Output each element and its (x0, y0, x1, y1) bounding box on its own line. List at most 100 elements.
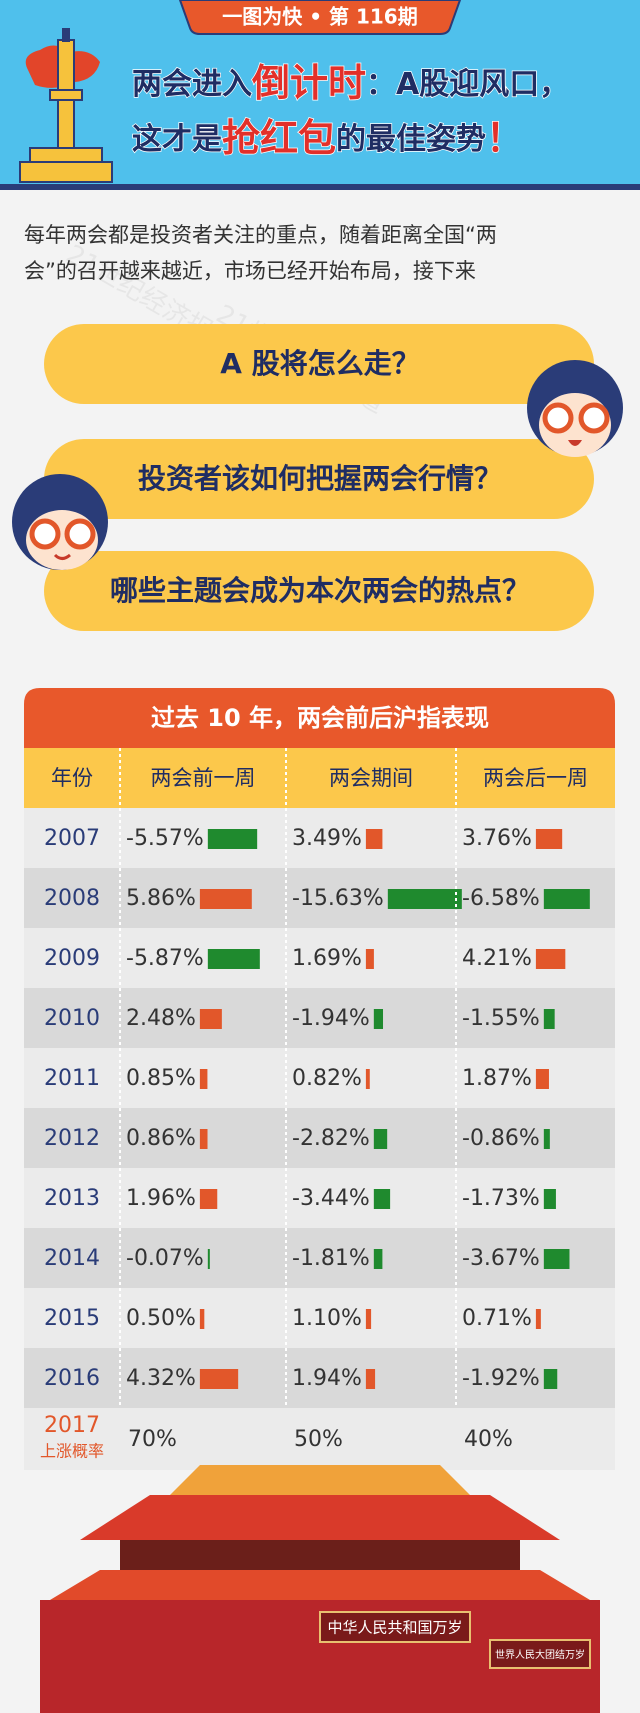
question-text: 哪些主题会成为本次两会的热点？ (110, 574, 530, 607)
header-rule (0, 184, 640, 190)
year-cell: 2008 (44, 886, 100, 911)
table-row (24, 868, 615, 928)
intro-line: 每年两会都是投资者关注的重点，随着距离全国“两 (24, 223, 497, 247)
bar (365, 949, 374, 969)
bar (387, 889, 462, 909)
value-label: -1.73% (462, 1186, 540, 1211)
bar (373, 1249, 383, 1269)
bar (199, 1369, 239, 1389)
bar (365, 1309, 372, 1329)
value-label: -2.82% (292, 1126, 370, 1151)
value-label: 3.49% (292, 826, 362, 851)
bar (199, 1189, 218, 1209)
bar (365, 829, 383, 849)
value-label: 5.86% (126, 886, 196, 911)
bar (543, 1009, 555, 1029)
table-header (24, 688, 615, 748)
value-label: -15.63% (292, 886, 384, 911)
column-header: 两会后一周 (483, 766, 588, 790)
title-segment: 这才是 (132, 122, 222, 157)
bar (535, 829, 563, 849)
tab (178, 0, 462, 35)
bar (207, 1249, 210, 1269)
bar (199, 889, 252, 909)
bar (199, 1069, 208, 1089)
value-label: 1.96% (126, 1186, 196, 1211)
forecast-value: 70% (128, 1427, 177, 1452)
monument (19, 28, 113, 183)
bar (207, 829, 258, 849)
bar (535, 1069, 549, 1089)
year-cell: 2012 (44, 1126, 100, 1151)
value-label: 0.50% (126, 1306, 196, 1331)
value-label: -0.86% (462, 1126, 540, 1151)
value-label: -1.55% (462, 1006, 540, 1031)
bar (543, 1249, 570, 1269)
title-segment: 的最佳姿势 (336, 122, 486, 157)
column-header: 年份 (51, 766, 93, 790)
table-row (24, 988, 615, 1048)
forecast-label: 上涨概率 (40, 1442, 104, 1461)
question-bubble (44, 439, 594, 519)
year-cell: 2014 (44, 1246, 100, 1271)
question-text: A 股将怎么走？ (220, 347, 419, 380)
column-header: 两会期间 (329, 766, 413, 790)
table-row (24, 808, 615, 868)
column-header: 两会前一周 (151, 766, 256, 790)
value-label: -3.67% (462, 1246, 540, 1271)
face-right (527, 360, 623, 457)
title-segment: ！ (486, 116, 524, 160)
value-label: -0.07% (126, 1246, 204, 1271)
bar (543, 889, 590, 909)
gate-banner: 中华人民共和国万岁 (327, 1619, 462, 1637)
title-segment: 抢红包 (222, 116, 336, 160)
bar (199, 1309, 205, 1329)
gate-banner: 世界人民大团结万岁 (495, 1648, 585, 1661)
intro-line: 会”的召开越来越近，市场已经开始布局，接下来 (24, 259, 476, 283)
value-label: 0.71% (462, 1306, 532, 1331)
column-header-row (24, 748, 615, 808)
tab-text: 一图为快 • 第 116期 (222, 5, 417, 29)
bar (373, 1189, 391, 1209)
value-label: -1.81% (292, 1246, 370, 1271)
title-segment: ：A股迎风口， (366, 67, 569, 102)
table-title: 过去 10 年，两会前后沪指表现 (151, 704, 489, 732)
value-label: 0.86% (126, 1126, 196, 1151)
value-label: 3.76% (462, 826, 532, 851)
year-cell: 2010 (44, 1006, 100, 1031)
title-segment: 两会进入 (132, 67, 252, 102)
title-line: 两会进入倒计时：A股迎风口， (132, 61, 569, 105)
bar (535, 949, 566, 969)
year-cell: 2011 (44, 1066, 100, 1091)
table-row (24, 928, 615, 988)
value-label: -5.57% (126, 826, 204, 851)
year-cell: 2007 (44, 826, 100, 851)
bar (365, 1069, 370, 1089)
tiananmen-gate (40, 1465, 600, 1713)
value-label: -1.92% (462, 1366, 540, 1391)
value-label: -1.94% (292, 1006, 370, 1031)
value-label: 4.21% (462, 946, 532, 971)
table-row (24, 1288, 615, 1348)
bar (543, 1369, 558, 1389)
forecast-value: 40% (464, 1427, 513, 1452)
title-segment: 倒计时 (251, 61, 366, 105)
bar (535, 1309, 541, 1329)
value-label: -5.87% (126, 946, 204, 971)
bar (543, 1189, 556, 1209)
title-line: 这才是抢红包的最佳姿势！ (132, 116, 524, 160)
bar (199, 1009, 222, 1029)
bar (373, 1009, 384, 1029)
bar (365, 1369, 376, 1389)
value-label: 1.69% (292, 946, 362, 971)
value-label: 1.87% (462, 1066, 532, 1091)
forecast-value: 50% (294, 1427, 343, 1452)
value-label: 0.85% (126, 1066, 196, 1091)
table-row (24, 1048, 615, 1108)
bar (207, 949, 260, 969)
question-bubble (44, 324, 594, 404)
table-row (24, 1228, 615, 1288)
year-cell: 2015 (44, 1306, 100, 1331)
year-cell: 2016 (44, 1366, 100, 1391)
